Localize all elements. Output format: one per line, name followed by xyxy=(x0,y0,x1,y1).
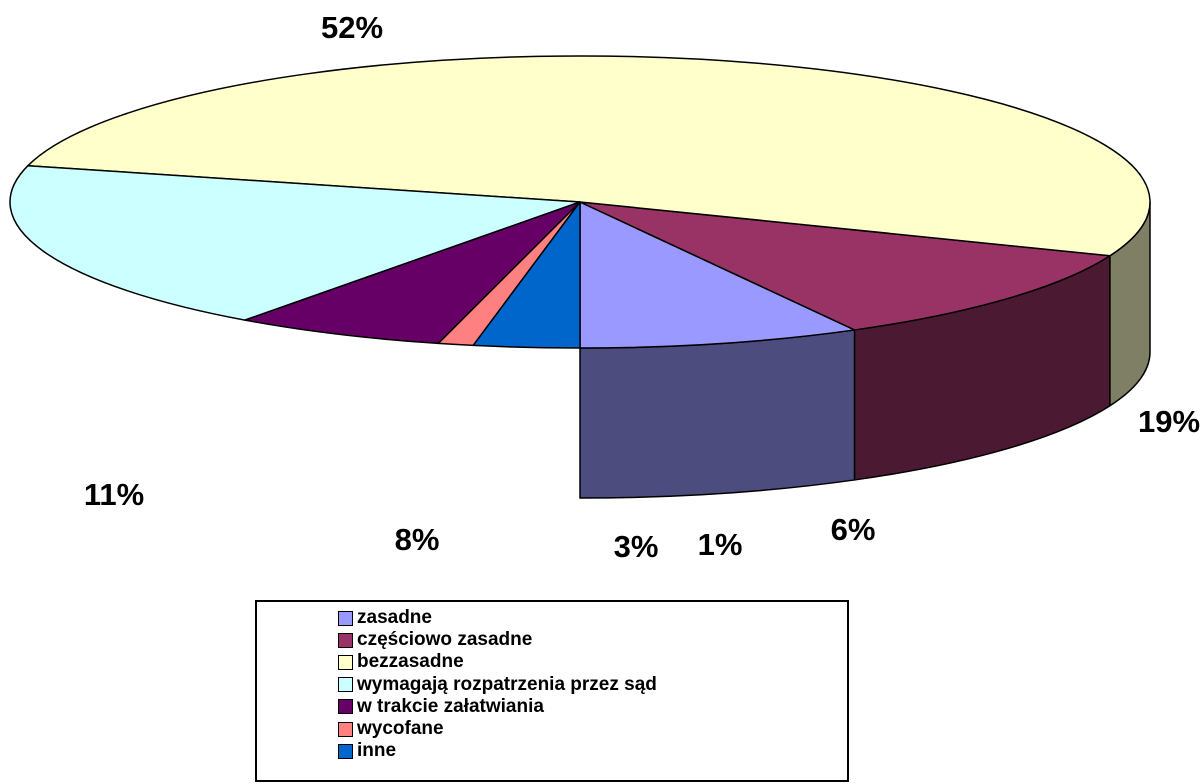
legend-swatch xyxy=(338,743,353,759)
legend-swatch xyxy=(338,610,353,626)
legend-swatch xyxy=(338,699,353,715)
legend-label: inne xyxy=(357,740,397,762)
legend-item-w-trakcie-zalatwiania: w trakcie załatwiania xyxy=(338,695,544,717)
legend: zasadne częściowo zasadne bezzasadne wymaga… xyxy=(255,600,849,782)
legend-item-wycofane: wycofane xyxy=(338,719,444,739)
legend-label: w trakcie załatwiania xyxy=(357,695,544,717)
pie-slice-wymagaja-rozpatrzenia-przez-sad xyxy=(9,164,581,321)
pie-side-zasadne xyxy=(579,329,856,499)
pie-slice-bezzasadne xyxy=(27,55,1151,257)
pie-sides xyxy=(579,201,1151,499)
legend-item-inne: inne xyxy=(338,741,396,761)
legend-label: częściowo zasadne xyxy=(357,629,533,651)
pie-value-labels: 8% 11% 52% 19% 6% 1% 3% xyxy=(84,10,1200,564)
value-label-wycofane: 1% xyxy=(698,527,743,562)
value-label-bezzasadne: 52% xyxy=(321,10,383,45)
pie-slices xyxy=(9,55,1151,349)
legend-label: zasadne xyxy=(357,607,432,628)
legend-swatch xyxy=(338,654,353,670)
legend-item-bezzasadne: bezzasadne xyxy=(338,652,464,672)
legend-swatch xyxy=(338,632,353,648)
legend-swatch xyxy=(338,677,353,693)
value-label-w-trakcie-zalatwiania: 6% xyxy=(831,512,876,547)
legend-item-wymagaja-rozpatrzenia-przez-sad: wymagają rozpatrzenia przez sąd xyxy=(338,673,657,695)
legend-item-zasadne: zasadne xyxy=(338,608,432,628)
value-label-wymagaja-rozpatrzenia-przez-sad: 19% xyxy=(1138,404,1200,439)
legend-label: bezzasadne xyxy=(357,651,464,673)
legend-item-czesciowo-zasadne: częściowo zasadne xyxy=(338,630,532,650)
legend-label: wycofane xyxy=(357,718,444,739)
pie-slice-zasadne xyxy=(579,201,856,349)
value-label-czesciowo-zasadne: 11% xyxy=(84,477,144,512)
value-label-zasadne: 8% xyxy=(395,522,440,557)
legend-swatch xyxy=(338,721,353,737)
legend-label: wymagają rozpatrzenia przez sąd xyxy=(357,673,657,695)
pie-slice-czesciowo-zasadne xyxy=(579,201,1111,331)
pie-slice-inne xyxy=(472,201,581,349)
value-label-inne: 3% xyxy=(614,529,659,564)
pie-slice-w-trakcie-zalatwiania xyxy=(244,201,581,345)
